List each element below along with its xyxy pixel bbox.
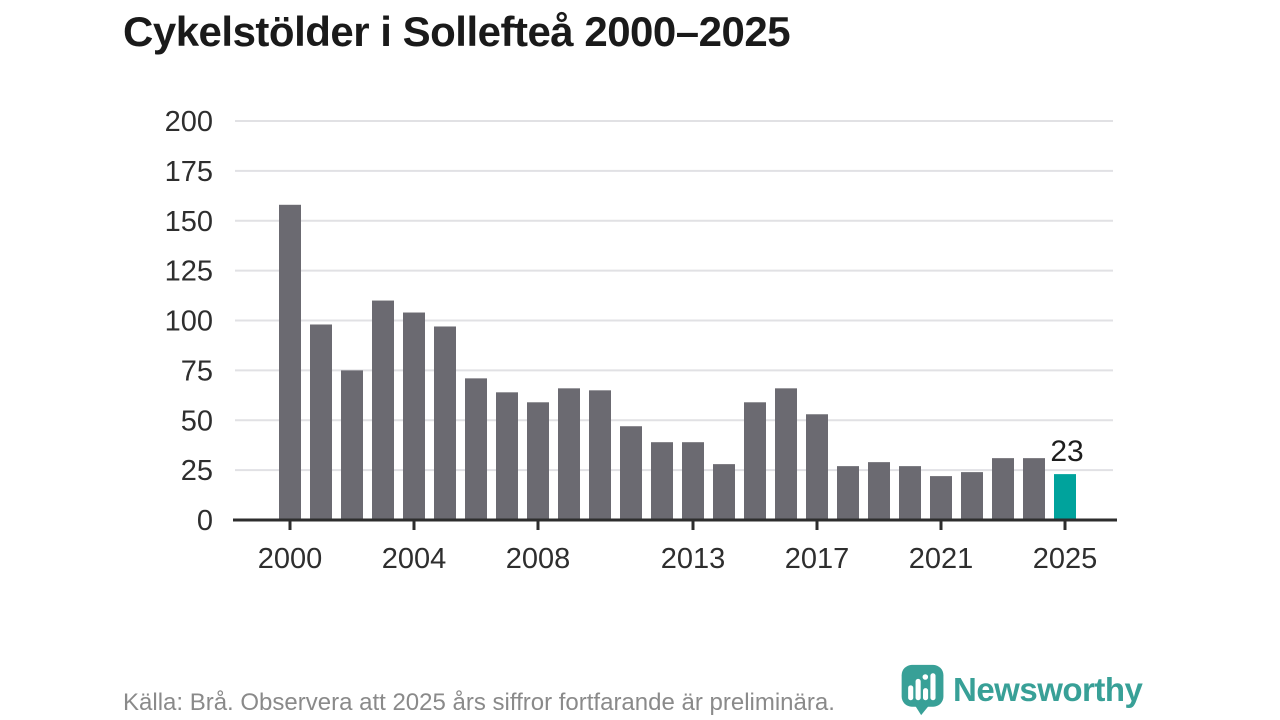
y-tick-label-150: 150 (165, 206, 213, 238)
y-tick-label-100: 100 (165, 306, 213, 338)
bar-2016 (775, 388, 797, 520)
newsworthy-logo: Newsworthy (899, 664, 1143, 716)
bar-2022 (961, 472, 983, 520)
x-tick-label-2000: 2000 (258, 543, 323, 575)
bar-2009 (558, 388, 580, 520)
bar-2020 (899, 466, 921, 520)
newsworthy-logo-icon (901, 664, 944, 716)
x-tick-label-2008: 2008 (506, 543, 571, 575)
bar-2013 (682, 442, 704, 520)
bar-2000 (279, 204, 301, 521)
x-tick-label-2004: 2004 (382, 543, 447, 575)
bar-2008 (527, 402, 549, 520)
newsworthy-logo-text: Newsworthy (953, 671, 1143, 708)
bar-2021 (930, 476, 952, 520)
x-tick-label-2013: 2013 (661, 543, 726, 575)
bar-2025 (1054, 474, 1076, 520)
bar-2012 (651, 442, 673, 520)
bar-2014 (713, 464, 735, 520)
bar-2015 (744, 402, 766, 520)
bar-value-label-2025: 23 (1050, 435, 1083, 468)
bar-2005 (434, 326, 456, 520)
chart-title: Cykelstölder i Sollefteå 2000–2025 (123, 8, 791, 55)
bar-2010 (589, 390, 611, 520)
y-tick-label-75: 75 (181, 355, 213, 387)
y-tick-label-0: 0 (197, 505, 213, 537)
bar-2007 (496, 392, 518, 520)
bar-2018 (837, 466, 859, 520)
bar-2003 (372, 300, 394, 520)
bar-2019 (868, 462, 890, 520)
bar-2006 (465, 378, 487, 520)
x-tick-label-2017: 2017 (785, 543, 850, 575)
bar-2001 (310, 324, 332, 520)
source-note: Källa: Brå. Observera att 2025 års siffr… (123, 689, 835, 716)
bar-2002 (341, 370, 363, 520)
y-tick-label-25: 25 (181, 455, 213, 487)
bar-2017 (806, 414, 828, 520)
y-tick-label-175: 175 (165, 156, 213, 188)
bar-2024 (1023, 458, 1045, 520)
y-tick-label-50: 50 (181, 405, 213, 437)
bar-2004 (403, 312, 425, 520)
y-tick-label-200: 200 (165, 106, 213, 138)
x-tick-label-2021: 2021 (909, 543, 974, 575)
bar-2011 (620, 426, 642, 520)
bar-2023 (992, 458, 1014, 520)
x-tick-label-2025: 2025 (1033, 543, 1098, 575)
y-tick-label-125: 125 (165, 256, 213, 288)
